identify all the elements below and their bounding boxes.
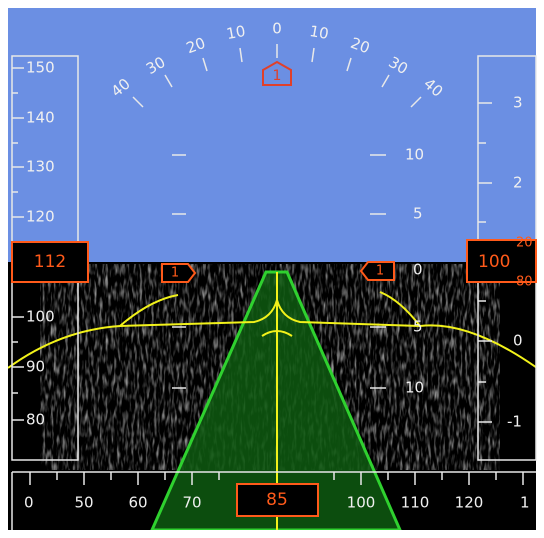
altitude-label: -1 — [507, 413, 522, 431]
heading-readout: 85 — [266, 490, 288, 510]
heading-label: 70 — [182, 494, 201, 512]
altitude-roll-above: 20 — [516, 236, 533, 251]
sky — [8, 8, 536, 263]
heading-label: 60 — [128, 494, 147, 512]
speed-label: 140 — [26, 109, 55, 127]
heading-label: 1 — [520, 494, 530, 512]
altitude-label: 2 — [513, 174, 523, 192]
speed-label: 80 — [26, 411, 45, 429]
heading-label: 110 — [401, 494, 430, 512]
heading-label: 100 — [347, 494, 376, 512]
pitch-label: 10 — [405, 146, 424, 164]
altitude-label: 0 — [513, 332, 523, 350]
heading-label: 120 — [455, 494, 484, 512]
bank-label: 10 — [225, 22, 247, 43]
speed-label: 130 — [26, 158, 55, 176]
bank-label: 10 — [308, 22, 330, 43]
right-bug-label: 1 — [376, 264, 384, 279]
pitch-label: 5 — [413, 205, 423, 223]
altitude-readout: 100 — [478, 252, 510, 272]
pitch-label: 0 — [413, 261, 423, 279]
speed-label: 100 — [26, 308, 55, 326]
altitude-roll-below: 80 — [516, 275, 533, 290]
speed-label: 150 — [26, 59, 55, 77]
left-bug-label: 1 — [171, 266, 179, 281]
bank-label: 0 — [272, 20, 282, 38]
speed-label: 120 — [26, 208, 55, 226]
bank-bug-label: 1 — [273, 68, 282, 84]
speed-label: 90 — [26, 358, 45, 376]
speed-readout: 112 — [34, 252, 66, 272]
heading-label: 50 — [74, 494, 93, 512]
pitch-label: 5 — [413, 318, 423, 336]
altitude-label: 3 — [513, 94, 523, 112]
hud-display: 40 30 20 10 0 10 20 30 40 1 150 140 130 … — [0, 0, 544, 538]
pitch-label: 10 — [405, 379, 424, 397]
heading-label: 0 — [24, 494, 34, 512]
